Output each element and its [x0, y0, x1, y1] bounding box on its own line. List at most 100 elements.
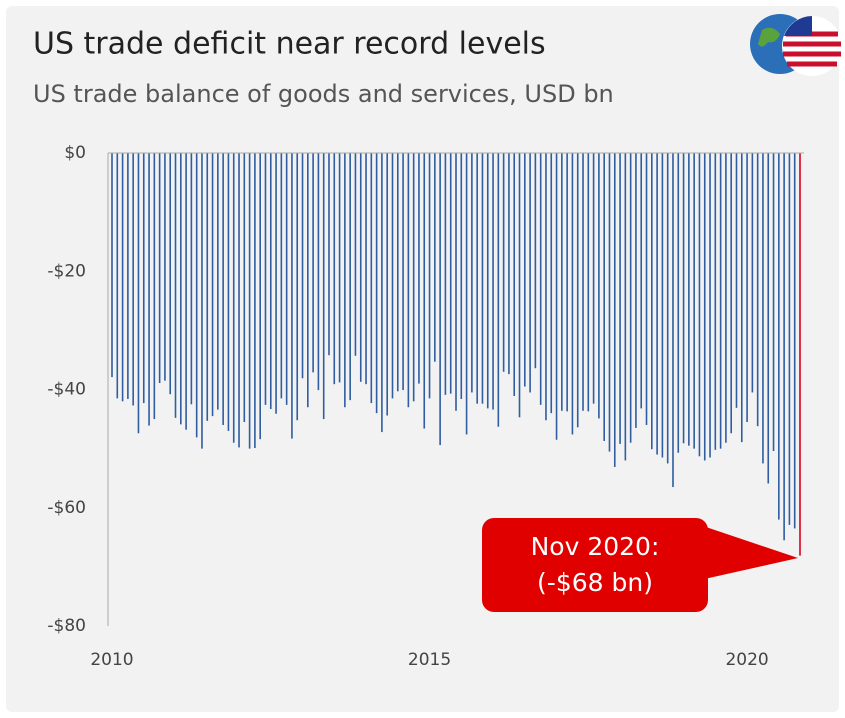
- bar: [740, 153, 743, 443]
- bar: [460, 153, 463, 399]
- bar: [312, 153, 314, 373]
- bar: [132, 153, 134, 406]
- annotation-box: [482, 518, 708, 612]
- x-tick-label: 2010: [90, 650, 133, 670]
- bar: [174, 153, 177, 418]
- bar: [111, 153, 113, 378]
- bar: [698, 153, 701, 457]
- bar: [269, 153, 272, 410]
- bar: [640, 153, 643, 409]
- bar: [211, 153, 214, 417]
- bar: [344, 153, 346, 408]
- globe-flag-icon: [750, 14, 842, 76]
- bar: [248, 153, 251, 449]
- bar: [624, 153, 627, 461]
- bar: [158, 153, 161, 383]
- bar: [465, 153, 468, 435]
- bar: [396, 153, 399, 392]
- chart-subtitle: US trade balance of goods and services, …: [33, 80, 614, 108]
- bar: [116, 153, 119, 399]
- bar: [714, 153, 717, 450]
- y-tick-label: -$60: [47, 498, 86, 518]
- bar: [232, 153, 235, 443]
- bar: [121, 153, 124, 402]
- bar: [635, 153, 637, 428]
- bar: [142, 153, 145, 404]
- bar: [508, 153, 510, 375]
- bar: [137, 153, 140, 434]
- bar: [359, 153, 362, 382]
- bar: [222, 153, 224, 425]
- bar: [529, 153, 531, 393]
- bar: [619, 153, 621, 444]
- bar: [471, 153, 473, 393]
- bar: [428, 153, 431, 399]
- bar: [349, 153, 351, 401]
- bar: [486, 153, 489, 409]
- bar: [539, 153, 542, 405]
- annotation-text: Nov 2020:: [531, 532, 660, 561]
- bar: [322, 153, 325, 420]
- bar: [799, 153, 801, 556]
- bar: [582, 153, 584, 411]
- bar: [164, 153, 166, 381]
- bar: [481, 153, 484, 404]
- bar: [180, 153, 182, 425]
- annotation-text: (-$68 bn): [537, 568, 653, 597]
- bar: [497, 153, 500, 427]
- bar: [571, 153, 574, 435]
- bar: [338, 153, 341, 383]
- bar: [645, 153, 648, 425]
- bar: [201, 153, 203, 449]
- bar: [365, 153, 367, 385]
- bar: [185, 153, 187, 430]
- bar: [772, 153, 775, 451]
- bar: [651, 153, 653, 450]
- bar: [217, 153, 219, 410]
- bar: [476, 153, 478, 404]
- bar: [629, 153, 632, 443]
- bar: [354, 153, 357, 356]
- bar: [439, 153, 441, 446]
- y-tick-label: $0: [64, 143, 86, 163]
- bar: [693, 153, 695, 449]
- bar: [254, 153, 256, 449]
- bar: [492, 153, 494, 410]
- bar: [603, 153, 605, 441]
- bar: [502, 153, 505, 372]
- bar: [418, 153, 420, 384]
- bar: [783, 153, 785, 541]
- bar: [656, 153, 658, 455]
- bar: [243, 153, 246, 423]
- bar: [524, 153, 526, 387]
- bar: [672, 153, 674, 488]
- bar: [285, 153, 288, 405]
- bar: [545, 153, 547, 421]
- bar: [561, 153, 563, 411]
- bar: [598, 153, 600, 419]
- bar: [730, 153, 732, 434]
- bar: [391, 153, 394, 399]
- bar: [719, 153, 722, 449]
- bar: [307, 153, 309, 408]
- bar: [402, 153, 404, 391]
- bar: [434, 153, 436, 362]
- bar: [666, 153, 669, 464]
- bar: [291, 153, 293, 439]
- bar: [534, 153, 537, 369]
- chart-title: US trade deficit near record levels: [33, 27, 546, 62]
- bar: [587, 153, 590, 412]
- bar: [280, 153, 283, 399]
- bar: [513, 153, 516, 397]
- bar: [751, 153, 754, 393]
- bar: [592, 153, 595, 404]
- bar: [762, 153, 764, 464]
- y-tick-label: -$80: [47, 616, 86, 636]
- bar: [317, 153, 320, 391]
- bar: [127, 153, 129, 399]
- bar: [756, 153, 759, 427]
- bar: [566, 153, 568, 412]
- bar: [238, 153, 240, 448]
- bar: [275, 153, 277, 414]
